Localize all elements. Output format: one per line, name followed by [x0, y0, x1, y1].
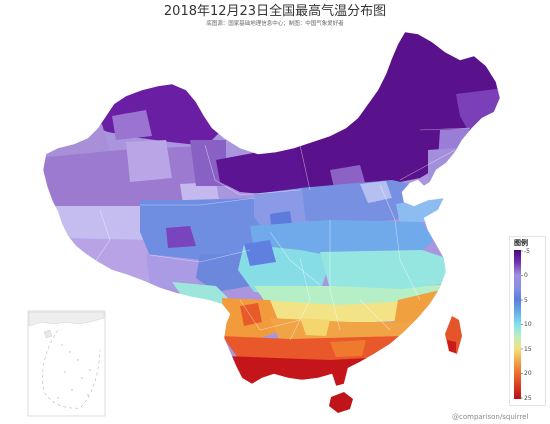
- watermark: @comparison/squirrel: [452, 413, 529, 421]
- map-credits: 底图源：国家基础地理信息中心；制图：中国气象爱好者: [206, 21, 344, 27]
- map-region: [320, 250, 446, 291]
- legend-tick-label: 5: [524, 296, 528, 304]
- map-region: [43, 146, 218, 212]
- boundary-line: [289, 257, 311, 341]
- inset-island: [89, 369, 91, 371]
- map-region: [330, 340, 366, 357]
- legend-tick-label: -5: [524, 247, 530, 255]
- boundary-line: [269, 231, 321, 286]
- inset-island: [77, 359, 79, 361]
- boundary-line: [94, 209, 111, 263]
- inset-island: [61, 344, 63, 346]
- legend-color-bar: [514, 250, 521, 399]
- map-region: [330, 165, 366, 188]
- inset-island: [87, 394, 89, 396]
- inset-coastline: [28, 311, 105, 327]
- inset-island: [43, 329, 53, 339]
- map-region: [166, 226, 196, 248]
- boundary-line: [239, 299, 301, 331]
- legend-tick-label: 10: [524, 321, 532, 328]
- boundary-line: [149, 249, 251, 263]
- inset-island: [69, 351, 71, 353]
- map-region: [190, 140, 226, 186]
- boundary-line: [419, 127, 471, 131]
- map-region: [216, 144, 312, 196]
- map-region: [244, 240, 276, 266]
- legend-title: 图例: [514, 239, 528, 247]
- map-region: [254, 188, 306, 234]
- legend-tick-label: 0: [524, 272, 528, 279]
- map-region: [60, 238, 162, 290]
- inset-island-dots: [57, 344, 91, 399]
- boundary-line: [329, 220, 341, 331]
- boundary-line: [140, 197, 256, 206]
- inset-island: [81, 377, 83, 379]
- legend-tick-label: 15: [524, 345, 532, 353]
- legend-tick-label: 25: [524, 394, 532, 402]
- map-region: [258, 300, 428, 323]
- hainan-island: [329, 392, 353, 413]
- region-boundaries: [94, 127, 471, 341]
- map-region: [112, 110, 152, 140]
- inset-island: [71, 389, 73, 391]
- inset-island: [64, 371, 66, 373]
- inset-island: [57, 397, 59, 399]
- map-region: [428, 148, 456, 180]
- map-region: [196, 254, 250, 292]
- boundary-line: [299, 144, 311, 191]
- map-region: [146, 254, 202, 292]
- inset-boundary-dash: [42, 329, 101, 409]
- boundary-line: [359, 299, 391, 331]
- inset-frame: [27, 310, 106, 417]
- map-region: [447, 340, 456, 353]
- inset-map-south-china-sea: [27, 310, 106, 417]
- map-title: 2018年12月23日全国最高气温分布图: [163, 4, 387, 19]
- map-region: [360, 181, 392, 203]
- boundary-line: [204, 144, 301, 196]
- legend-tick-marks: [521, 250, 523, 399]
- legend-tick-label: 20: [524, 370, 532, 377]
- map-region: [300, 318, 330, 336]
- boundary-line: [399, 149, 456, 181]
- map-region: [126, 140, 172, 182]
- map-region: [250, 220, 434, 258]
- boundary-line: [379, 184, 421, 301]
- map-region: [394, 290, 440, 330]
